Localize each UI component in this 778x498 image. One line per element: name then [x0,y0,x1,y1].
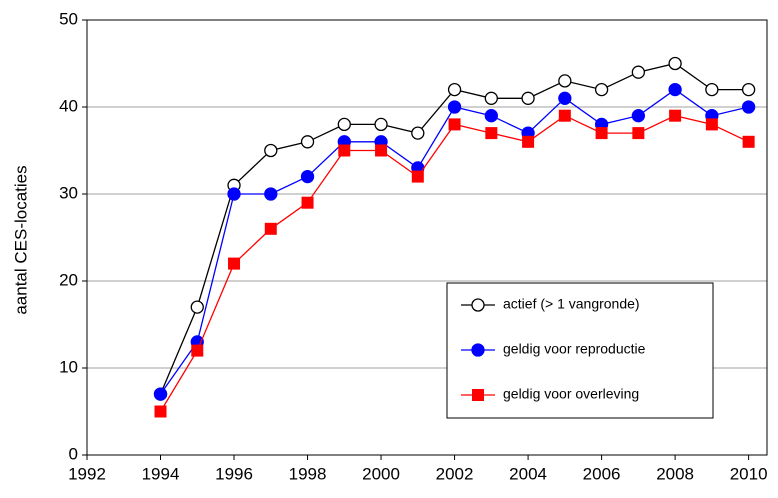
data-point [300,135,315,149]
data-point [264,222,277,235]
data-point [374,117,388,132]
data-point [338,144,351,157]
data-point [337,117,351,132]
x-tick-label: 2000 [362,464,400,483]
y-tick-label: 30 [59,183,78,202]
data-point [558,91,572,105]
legend-label: geldig voor overleving [503,386,639,402]
data-point [448,118,461,131]
y-tick-label: 0 [69,444,78,463]
data-point [227,187,241,201]
data-point [632,127,645,140]
data-point [705,118,718,131]
legend-label: actief (> 1 vangronde) [503,296,640,312]
data-point [447,82,462,97]
legend-marker [471,343,485,357]
data-point [485,127,498,140]
data-point [153,387,168,401]
y-tick-label: 20 [59,270,78,289]
x-tick-label: 2002 [436,464,474,483]
data-point [300,169,315,184]
data-point [411,170,424,183]
data-point [669,109,682,122]
x-tick-label: 2004 [509,464,547,483]
data-point [484,109,498,123]
data-point [264,143,278,158]
data-point [411,126,425,140]
data-point [558,74,572,88]
y-tick-label: 10 [59,357,78,376]
x-tick-label: 1992 [68,464,106,483]
data-point [447,100,462,114]
data-point [668,82,682,97]
x-tick-label: 2010 [730,464,768,483]
data-point [264,187,278,201]
data-point [595,127,608,140]
y-tick-label: 40 [59,96,78,115]
data-point [741,100,756,114]
data-point [631,109,646,123]
x-tick-label: 1998 [289,464,327,483]
legend-marker [471,298,485,312]
data-point [594,82,609,97]
x-tick-label: 1994 [142,464,180,483]
data-point [668,56,682,71]
legend-label: geldig voor reproductie [503,341,646,357]
legend-marker [472,389,484,401]
x-tick-label: 2008 [656,464,694,483]
data-point [484,91,498,105]
data-point [301,196,314,209]
plot-frame [86,19,768,456]
data-point [521,91,535,105]
y-tick-label: 50 [59,9,78,28]
data-point [705,82,719,97]
data-point [375,144,388,157]
y-axis-label: aantal CES-locaties [11,165,30,314]
data-point [631,65,646,79]
data-point [154,405,167,418]
data-point [228,257,241,270]
data-point [558,109,571,122]
data-point [522,135,535,148]
x-tick-label: 1996 [215,464,253,483]
data-point [191,344,204,357]
data-point [741,82,756,97]
data-point [190,300,204,314]
x-tick-label: 2006 [583,464,621,483]
data-point [742,135,755,148]
